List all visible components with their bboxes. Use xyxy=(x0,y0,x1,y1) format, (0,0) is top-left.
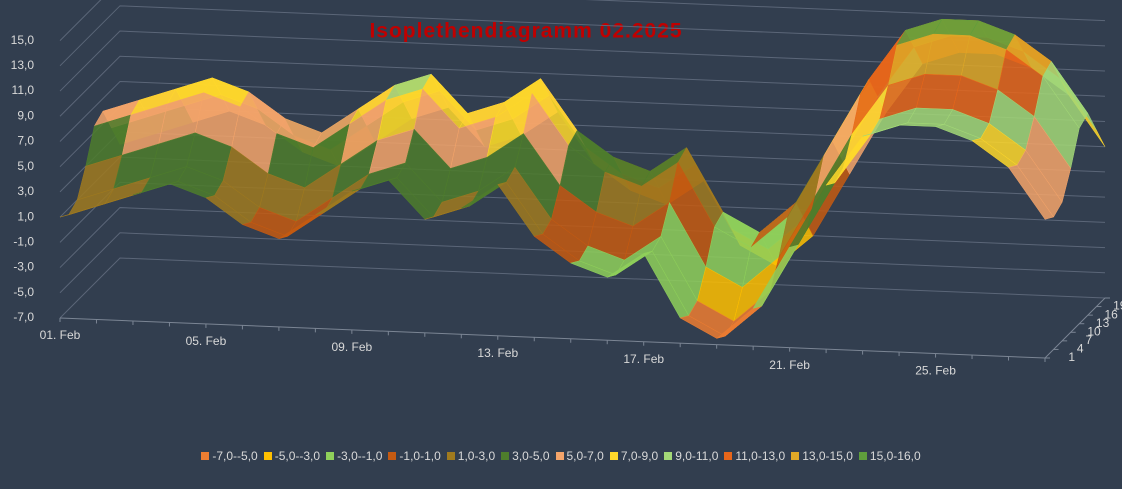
legend-swatch xyxy=(664,452,673,460)
x-tick-label: 13. Feb xyxy=(477,346,518,360)
legend-swatch xyxy=(791,452,800,460)
x-tick-label: 25. Feb xyxy=(915,364,956,378)
grid-line xyxy=(59,0,1106,41)
legend-label: -3,0--1,0 xyxy=(337,449,383,463)
legend-swatch xyxy=(724,452,733,460)
depth-tick-label: 16 xyxy=(1104,307,1118,321)
grid-line xyxy=(59,5,1106,67)
legend-swatch xyxy=(858,452,867,460)
legend-swatch xyxy=(388,452,397,460)
z-tick-label: -7,0 xyxy=(13,310,34,324)
depth-tick-label: 19 xyxy=(1113,299,1122,313)
legend-item: -7,0--5,0 xyxy=(201,449,258,463)
legend-swatch xyxy=(446,452,455,460)
legend-item: 11,0-13,0 xyxy=(724,449,785,463)
depth-tick-label: 4 xyxy=(1077,342,1084,356)
chart: Isoplethendiagramm 02.2025 -7,0 -5,0 -3,0 -… xyxy=(11,0,1122,378)
legend-item: 9,0-11,0 xyxy=(664,449,718,463)
z-tick-label: -5,0 xyxy=(13,285,34,299)
legend-item: 5,0-7,0 xyxy=(555,449,604,463)
z-tick-label: 15,0 xyxy=(11,33,35,47)
chart-title: Isoplethendiagramm 02.2025 xyxy=(369,20,682,43)
legend-swatch xyxy=(201,452,210,460)
legend-swatch xyxy=(326,452,335,460)
depth-tick-label: 10 xyxy=(1087,324,1101,338)
legend-label: 13,0-15,0 xyxy=(802,449,853,463)
x-tick-label: 21. Feb xyxy=(769,358,810,372)
legend-item: -3,0--1,0 xyxy=(326,449,382,463)
x-tick-label: 05. Feb xyxy=(186,334,227,348)
z-tick-label: 9,0 xyxy=(17,108,34,122)
legend-swatch xyxy=(555,452,564,460)
z-tick-label: 5,0 xyxy=(17,159,34,173)
legend-item: 15,0-16,0 xyxy=(858,449,921,463)
surface-cell xyxy=(1008,164,1054,220)
x-tick-label: 01. Feb xyxy=(40,328,81,342)
legend-label: 15,0-16,0 xyxy=(869,449,921,463)
depth-tick-label: 13 xyxy=(1096,316,1110,330)
legend: -7,0--5,0 -5,0--3,0 -3,0--1,0 -1,0-1,0 1,0-3… xyxy=(0,449,1122,463)
legend-label: 11,0-13,0 xyxy=(735,449,786,463)
grid-line xyxy=(59,30,1106,92)
legend-label: -1,0-1,0 xyxy=(399,449,441,463)
z-tick-label: 7,0 xyxy=(17,134,34,148)
depth-tick-label: 7 xyxy=(1085,333,1092,347)
grid-line xyxy=(59,80,1106,142)
legend-label: 3,0-5,0 xyxy=(512,449,550,463)
legend-swatch xyxy=(263,452,272,460)
z-tick-label: 11,0 xyxy=(12,83,35,97)
z-tick-label: -1,0 xyxy=(13,235,34,249)
legend-item: -1,0-1,0 xyxy=(388,449,441,463)
legend-label: 5,0-7,0 xyxy=(566,449,604,463)
grid-line xyxy=(59,55,1106,117)
legend-swatch xyxy=(501,452,510,460)
z-tick-label: 3,0 xyxy=(17,184,34,198)
legend-item: 13,0-15,0 xyxy=(791,449,853,463)
legend-label: -5,0--3,0 xyxy=(274,449,321,463)
legend-item: 7,0-9,0 xyxy=(609,449,659,463)
x-tick-label: 09. Feb xyxy=(332,340,373,354)
x-tick-label: 17. Feb xyxy=(623,352,664,366)
legend-item: 1,0-3,0 xyxy=(446,449,496,463)
legend-label: 1,0-3,0 xyxy=(457,449,496,463)
legend-label: 9,0-11,0 xyxy=(675,449,719,463)
depth-tick-label: 1 xyxy=(1068,350,1075,364)
z-tick-label: 1,0 xyxy=(17,209,34,223)
legend-item: -5,0--3,0 xyxy=(263,449,321,463)
legend-item: 3,0-5,0 xyxy=(501,449,550,463)
z-tick-label: -3,0 xyxy=(13,260,34,274)
grid-line xyxy=(59,257,1106,319)
legend-swatch xyxy=(609,452,618,460)
legend-label: 7,0-9,0 xyxy=(620,449,659,463)
legend-label: -7,0--5,0 xyxy=(212,449,258,463)
axis-line xyxy=(59,297,1106,359)
z-tick-label: 13,0 xyxy=(11,58,35,72)
